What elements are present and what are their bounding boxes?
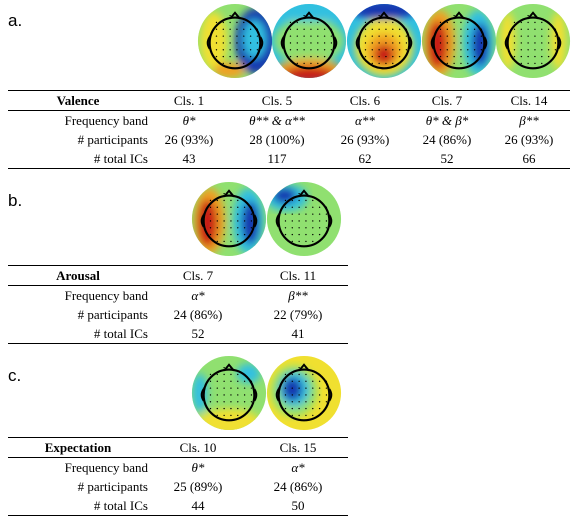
column-header: Cls. 1: [148, 90, 231, 111]
topomap-cls-10: [191, 355, 267, 431]
participants-cell: 28 (100%): [249, 132, 305, 147]
band-cell: β**: [519, 113, 539, 128]
panel-label: a.: [8, 11, 23, 30]
panel-label: b.: [8, 191, 23, 210]
row-label: # total ICs: [8, 149, 148, 169]
band-cell: β**: [288, 288, 308, 303]
participants-cell: 25 (89%): [173, 479, 223, 494]
participants-cell: 22 (79%): [273, 307, 323, 322]
ics-cell: 41: [248, 324, 348, 344]
ics-cell: 66: [487, 149, 570, 169]
panel-expectation: c. Expectation Cls. 10 Cls. 15 Frequency…: [0, 352, 575, 526]
topomap-cls-14: [495, 3, 571, 79]
column-header: Cls. 14: [487, 90, 570, 111]
column-header: Cls. 10: [148, 437, 248, 458]
row-label: # participants: [77, 307, 148, 322]
row-label: Frequency band: [64, 460, 148, 475]
participants-cell: 26 (93%): [504, 132, 554, 147]
topomap-cls-11: [266, 181, 342, 257]
band-cell: θ* & β*: [425, 113, 469, 128]
topomap-cls-7: [421, 3, 497, 79]
band-cell: α*: [191, 288, 205, 303]
participants-cell: 24 (86%): [422, 132, 472, 147]
topomap-cls-15: [266, 355, 342, 431]
band-cell: α**: [355, 113, 375, 128]
row-label: # total ICs: [8, 324, 148, 344]
column-header: Cls. 11: [248, 265, 348, 286]
topomap-row: [0, 2, 575, 82]
ics-cell: 43: [148, 149, 231, 169]
column-header: Cls. 7: [405, 90, 488, 111]
ics-cell: 52: [405, 149, 488, 169]
table-title: Arousal: [8, 265, 148, 286]
column-header: Cls. 7: [148, 265, 248, 286]
panel-valence: a. Valence Cls. 1 Cls. 5 Cls. 6 Cls. 7 C…: [0, 0, 575, 178]
participants-cell: 26 (93%): [340, 132, 390, 147]
topomap-row: [0, 354, 575, 434]
panel-arousal: b. Arousal Cls. 7 Cls. 11 Frequency band…: [0, 178, 575, 352]
band-cell: α*: [291, 460, 305, 475]
topomap-row: [0, 180, 575, 260]
row-label: Frequency band: [64, 113, 148, 128]
topomap-cls-7: [191, 181, 267, 257]
panel-label: c.: [8, 366, 22, 385]
stats-table-expectation: Expectation Cls. 10 Cls. 15 Frequency ba…: [8, 437, 348, 516]
ics-cell: 44: [148, 496, 248, 516]
table-title: Expectation: [8, 437, 148, 458]
ics-cell: 117: [230, 149, 324, 169]
row-label: # participants: [77, 132, 148, 147]
column-header: Cls. 6: [323, 90, 406, 111]
ics-cell: 62: [323, 149, 406, 169]
column-header: Cls. 5: [230, 90, 324, 111]
stats-table-arousal: Arousal Cls. 7 Cls. 11 Frequency band α*…: [8, 265, 348, 344]
band-cell: θ*: [182, 113, 196, 128]
stats-table-valence: Valence Cls. 1 Cls. 5 Cls. 6 Cls. 7 Cls.…: [8, 90, 570, 169]
topomap-cls-1: [197, 3, 273, 79]
band-cell: θ*: [191, 460, 205, 475]
participants-cell: 24 (86%): [173, 307, 223, 322]
ics-cell: 52: [148, 324, 248, 344]
band-cell: θ** & α**: [249, 113, 305, 128]
row-label: # participants: [77, 479, 148, 494]
row-label: # total ICs: [8, 496, 148, 516]
topomap-cls-6: [346, 3, 422, 79]
topomap-cls-5: [271, 3, 347, 79]
row-label: Frequency band: [64, 288, 148, 303]
ics-cell: 50: [248, 496, 348, 516]
table-title: Valence: [8, 90, 148, 111]
participants-cell: 24 (86%): [273, 479, 323, 494]
column-header: Cls. 15: [248, 437, 348, 458]
participants-cell: 26 (93%): [164, 132, 214, 147]
